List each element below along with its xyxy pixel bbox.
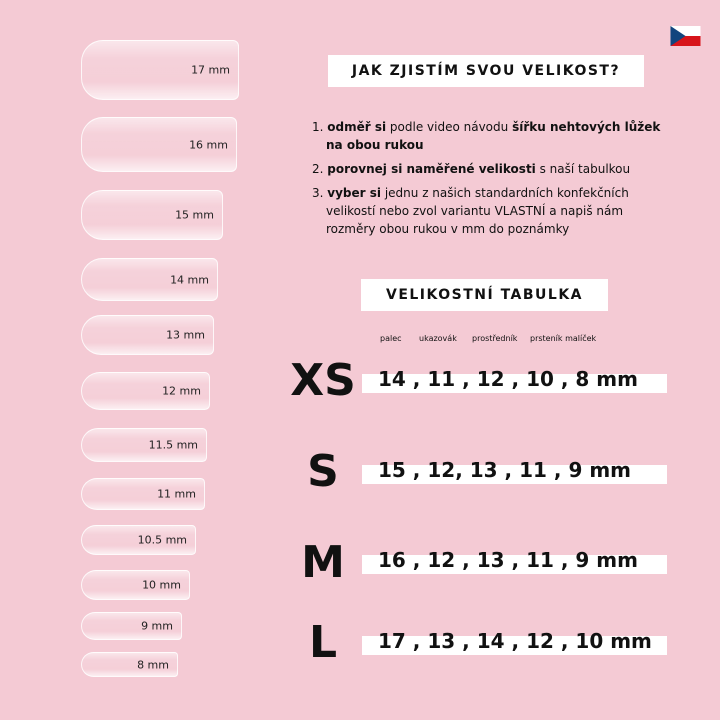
- step-bold: porovnej si naměřené velikosti: [327, 162, 536, 176]
- nail-size-label: 10 mm: [142, 578, 181, 592]
- howto-steps: 1. odměř si podle video návodu šířku neh…: [312, 118, 672, 244]
- size-values: 17 , 13 , 14 , 12 , 10 mm: [378, 629, 652, 653]
- step-number: 1.: [312, 120, 324, 134]
- table-title: VELIKOSTNÍ TABULKA: [361, 279, 608, 311]
- step-bold: vyber si: [327, 186, 382, 200]
- column-ukazovak: ukazovák: [419, 334, 457, 343]
- nail-tip-17: 17 mm: [81, 40, 239, 100]
- size-xs-values-bar: 14 , 11 , 12 , 10 , 8 mm: [362, 367, 667, 393]
- nail-tip-13: 13 mm: [81, 315, 214, 355]
- step-3: 3. vyber si jednu z našich standardních …: [312, 184, 672, 238]
- size-l: L: [308, 617, 338, 668]
- step-text: s naší tabulkou: [535, 162, 631, 176]
- nail-tip-11: 11 mm: [81, 478, 205, 510]
- size-s: S: [307, 446, 339, 497]
- size-values: 16 , 12 , 13 , 11 , 9 mm: [378, 548, 638, 572]
- column-prstenik-malicek: prsteník malíček: [530, 334, 597, 343]
- size-values: 15 , 12, 13 , 11 , 9 mm: [378, 458, 632, 482]
- nail-size-label: 13 mm: [166, 328, 205, 342]
- nail-size-label: 10.5 mm: [137, 533, 187, 547]
- size-values: 14 , 11 , 12 , 10 , 8 mm: [378, 367, 638, 391]
- step-number: 2.: [312, 162, 324, 176]
- nail-tip-8: 8 mm: [81, 652, 178, 677]
- nail-tip-12: 12 mm: [81, 372, 210, 410]
- size-m-values-bar: 16 , 12 , 13 , 11 , 9 mm: [362, 548, 667, 574]
- size-l-values-bar: 17 , 13 , 14 , 12 , 10 mm: [362, 629, 667, 655]
- nail-size-label: 11 mm: [157, 487, 196, 501]
- nail-tip-14: 14 mm: [81, 258, 218, 301]
- column-palec: palec: [380, 334, 402, 343]
- step-text: podle video návodu: [386, 120, 513, 134]
- nail-size-label: 15 mm: [175, 208, 214, 222]
- column-prostrednik: prostředník: [472, 334, 518, 343]
- nail-tip-16: 16 mm: [81, 117, 237, 172]
- size-s-values-bar: 15 , 12, 13 , 11 , 9 mm: [362, 458, 667, 484]
- howto-title: JAK ZJISTÍM SVOU VELIKOST?: [328, 55, 644, 87]
- size-m: M: [301, 537, 345, 588]
- nail-size-label: 9 mm: [141, 619, 173, 633]
- step-text: jednu z našich standardních konfekčních …: [326, 186, 629, 236]
- step-bold: šířku nehtových lůžek na obou rukou: [326, 120, 661, 152]
- nail-tip-10-5: 10.5 mm: [81, 525, 196, 555]
- czech-flag-icon: [670, 26, 701, 46]
- step-bold: odměř si: [327, 120, 387, 134]
- nail-size-label: 12 mm: [162, 384, 201, 398]
- nail-tip-11-5: 11.5 mm: [81, 428, 207, 462]
- step-1: 1. odměř si podle video návodu šířku neh…: [312, 118, 672, 154]
- step-number: 3.: [312, 186, 324, 200]
- nail-tip-10: 10 mm: [81, 570, 190, 600]
- nail-tip-15: 15 mm: [81, 190, 223, 240]
- nail-tip-9: 9 mm: [81, 612, 182, 640]
- nail-size-label: 17 mm: [191, 63, 230, 77]
- size-xs: XS: [290, 355, 356, 406]
- nail-size-label: 16 mm: [189, 138, 228, 151]
- nail-size-label: 14 mm: [170, 273, 209, 286]
- step-2: 2. porovnej si naměřené velikosti s naší…: [312, 160, 672, 178]
- nail-size-label: 8 mm: [137, 658, 169, 671]
- nail-size-label: 11.5 mm: [148, 438, 198, 452]
